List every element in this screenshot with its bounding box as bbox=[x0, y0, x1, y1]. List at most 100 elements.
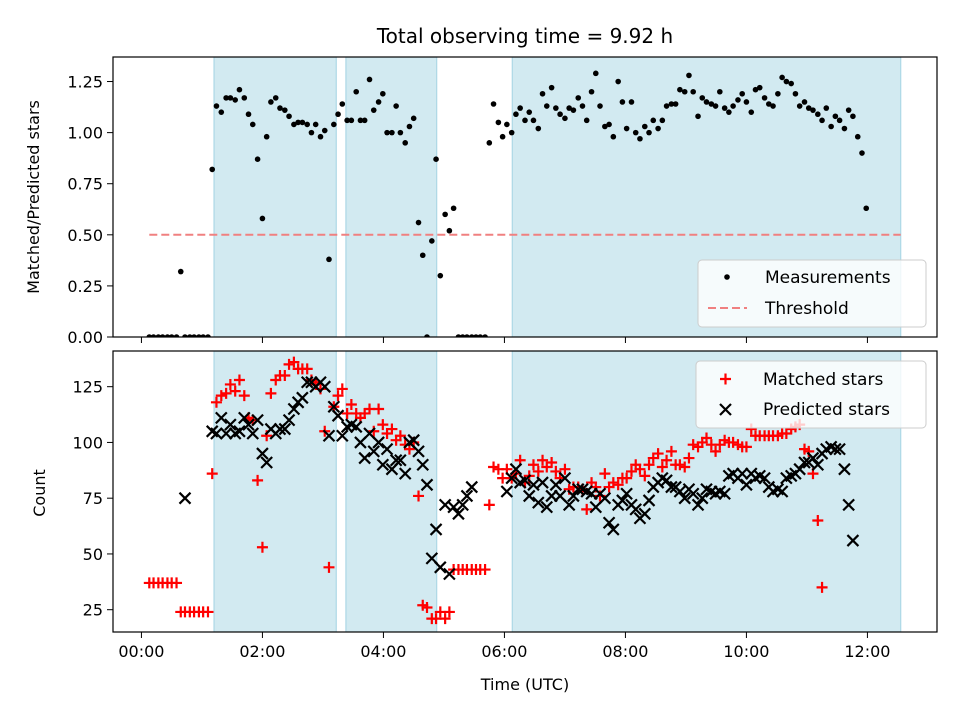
measurement-point bbox=[570, 107, 577, 113]
measurement-point bbox=[236, 86, 243, 93]
measurement-point bbox=[522, 117, 528, 124]
predicted-stars-point bbox=[210, 427, 223, 440]
legend-measurements-label: Measurements bbox=[765, 268, 891, 288]
predicted-stars-point bbox=[420, 478, 434, 492]
measurement-point bbox=[770, 103, 776, 109]
measurement-point bbox=[836, 117, 843, 124]
legend-matched-stars-label: Matched stars bbox=[763, 370, 883, 390]
predicted-stars-point bbox=[287, 402, 301, 416]
chart-title: Total observing time = 9.92 h bbox=[376, 24, 673, 48]
measurement-point bbox=[442, 211, 448, 218]
matched-stars-point bbox=[336, 383, 348, 395]
measurement-point bbox=[761, 95, 768, 101]
measurement-point bbox=[659, 117, 666, 124]
measurement-point bbox=[735, 97, 741, 103]
measurement-point bbox=[196, 334, 202, 337]
measurement-point bbox=[748, 109, 755, 115]
measurement-point bbox=[393, 103, 399, 109]
x-tick-label: 06:00 bbox=[481, 642, 527, 661]
predicted-stars-point bbox=[372, 436, 385, 449]
predicted-stars-point bbox=[532, 496, 545, 509]
measurement-point bbox=[241, 95, 248, 101]
predicted-stars-point bbox=[691, 498, 705, 512]
predicted-stars-point bbox=[452, 507, 465, 521]
measurement-point bbox=[361, 117, 368, 124]
measurement-point bbox=[575, 95, 582, 101]
predicted-stars-point bbox=[215, 411, 228, 425]
matched-stars-point bbox=[661, 454, 673, 466]
predicted-stars-point bbox=[429, 523, 443, 536]
x-tick-label: 04:00 bbox=[360, 642, 406, 661]
measurement-point bbox=[832, 113, 839, 120]
matched-stars-point bbox=[171, 577, 183, 589]
matched-stars-point bbox=[238, 390, 250, 402]
legend-matched-stars-marker bbox=[720, 373, 731, 385]
predicted-stars-point bbox=[238, 411, 251, 425]
ratio-panel-y-tick-label: 0.50 bbox=[67, 226, 103, 245]
measurement-point bbox=[380, 90, 386, 97]
measurement-point bbox=[282, 107, 288, 113]
predicted-stars-point bbox=[260, 456, 273, 469]
measurement-point bbox=[326, 256, 332, 263]
measurement-point bbox=[468, 334, 475, 337]
predicted-stars-point bbox=[522, 489, 536, 503]
matched-stars-point bbox=[421, 601, 433, 613]
measurement-point bbox=[783, 78, 790, 85]
matched-stars-point bbox=[386, 423, 398, 435]
measurement-point bbox=[619, 99, 626, 105]
predicted-stars-point bbox=[416, 458, 430, 472]
measurement-point bbox=[187, 334, 193, 337]
count-panel: 00:00 02:00 04:00 06:00 08:00 10:00 12:00 25 50 7… bbox=[30, 350, 938, 694]
ratio-panel-y-tick-label: 1.00 bbox=[67, 124, 103, 143]
measurement-point bbox=[402, 140, 409, 146]
predicted-stars-point bbox=[300, 375, 314, 389]
matched-stars-point bbox=[812, 514, 824, 526]
predicted-stars-point bbox=[219, 427, 233, 440]
measurement-point bbox=[717, 88, 723, 95]
matched-stars-point bbox=[443, 606, 455, 618]
measurement-point bbox=[805, 105, 812, 111]
matched-stars-point bbox=[581, 503, 593, 515]
measurement-point bbox=[703, 99, 710, 105]
predicted-stars-point bbox=[246, 427, 260, 440]
matched-stars-point bbox=[612, 479, 624, 491]
matched-stars-point bbox=[323, 561, 335, 573]
predicted-stars-point bbox=[336, 429, 349, 443]
matched-stars-point bbox=[683, 452, 695, 464]
matched-stars-point bbox=[394, 430, 406, 442]
matched-stars-point bbox=[368, 425, 380, 437]
measurement-point bbox=[146, 334, 153, 337]
measurement-point bbox=[191, 334, 197, 337]
matched-stars-point bbox=[332, 390, 344, 402]
measurement-point bbox=[779, 74, 785, 81]
matched-stars-point bbox=[377, 419, 389, 431]
predicted-stars-point bbox=[718, 487, 731, 501]
measurement-point bbox=[304, 121, 311, 128]
measurement-point bbox=[159, 334, 166, 337]
measurement-point bbox=[539, 90, 546, 97]
measurement-point bbox=[557, 111, 563, 118]
measurement-point bbox=[249, 121, 256, 128]
predicted-stars-point bbox=[282, 413, 296, 427]
measurement-point bbox=[205, 334, 211, 337]
ratio-panel-observing-window bbox=[345, 57, 438, 337]
measurement-point bbox=[168, 334, 175, 337]
measurement-point bbox=[335, 111, 341, 118]
measurement-point bbox=[424, 334, 430, 337]
matched-stars-point bbox=[621, 472, 633, 484]
predicted-stars-point bbox=[735, 467, 749, 480]
matched-stars-point bbox=[700, 432, 712, 444]
measurement-point bbox=[810, 107, 816, 113]
measurement-point bbox=[628, 99, 635, 105]
predicted-stars-point bbox=[678, 491, 691, 505]
measurement-point bbox=[504, 121, 510, 128]
measurement-point bbox=[473, 334, 479, 337]
matched-stars-point bbox=[233, 374, 245, 386]
predicted-stars-point bbox=[447, 500, 460, 514]
matched-stars-point bbox=[252, 474, 264, 486]
predicted-stars-point bbox=[376, 458, 390, 472]
predicted-stars-point bbox=[665, 480, 678, 494]
predicted-stars-point bbox=[389, 454, 403, 467]
predicted-stars-point bbox=[629, 503, 642, 516]
measurement-point bbox=[592, 70, 599, 77]
